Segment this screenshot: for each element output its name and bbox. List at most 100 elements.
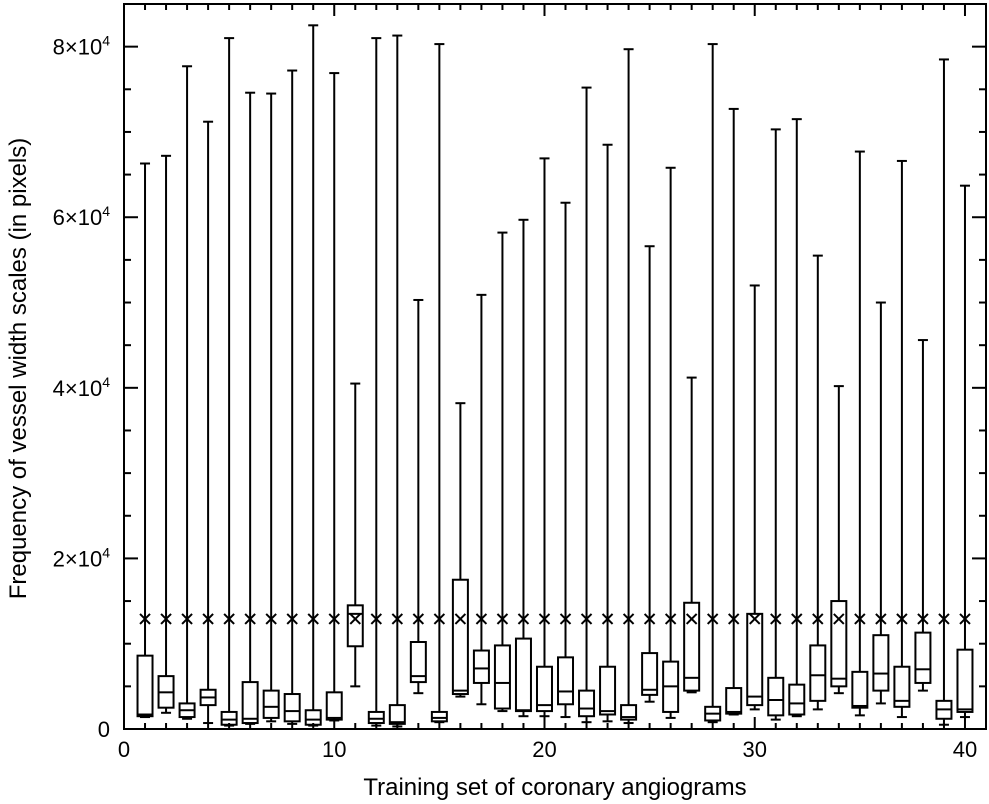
box-iqr [893, 665, 911, 708]
y-tick-label: 6×104 [53, 203, 111, 230]
box-iqr [914, 631, 932, 684]
box-6 [241, 91, 259, 725]
box-iqr [809, 644, 827, 702]
plot-frame [123, 3, 987, 730]
box-32 [788, 118, 806, 718]
box-iqr [514, 637, 532, 713]
box-22 [578, 86, 596, 724]
box-iqr [557, 656, 575, 706]
mean-marker [391, 613, 404, 625]
mean-marker [139, 613, 151, 625]
mean-marker [181, 613, 193, 625]
box-26 [662, 166, 680, 719]
box-iqr [409, 641, 427, 684]
box-39 [935, 58, 953, 726]
box-iqr [830, 600, 848, 688]
box-23 [599, 143, 617, 723]
box-iqr [430, 710, 448, 723]
box-8 [283, 69, 301, 725]
box-14 [409, 298, 427, 695]
box-iqr [493, 644, 511, 710]
mean-marker [370, 613, 382, 625]
mean-marker [917, 613, 929, 625]
box-33 [809, 254, 827, 711]
mean-marker [412, 613, 425, 625]
box-18 [493, 231, 511, 713]
mean-marker [328, 613, 340, 625]
mean-marker [223, 613, 235, 625]
box-iqr [599, 665, 617, 716]
box-9 [304, 24, 322, 727]
mean-marker [706, 613, 719, 625]
x-tick-label: 30 [742, 737, 766, 762]
mean-marker [496, 613, 509, 625]
box-iqr [683, 601, 701, 692]
mean-marker [728, 613, 740, 625]
y-tick-label: 0 [98, 717, 110, 742]
box-iqr [788, 683, 806, 716]
box-27 [683, 376, 701, 694]
box-iqr [220, 710, 238, 726]
box-iqr [241, 681, 259, 725]
box-28 [704, 43, 722, 724]
box-5 [220, 37, 238, 727]
mean-marker [622, 613, 635, 625]
box-21 [557, 201, 575, 719]
box-37 [893, 159, 911, 719]
box-10 [325, 72, 343, 722]
mean-marker [854, 613, 866, 625]
x-tick-label: 0 [118, 737, 130, 762]
box-iqr [535, 665, 553, 713]
box-iqr [872, 634, 890, 692]
box-iqr [725, 687, 743, 715]
box-iqr [346, 604, 364, 648]
box-15 [430, 43, 448, 724]
box-iqr [262, 689, 280, 719]
box-iqr [641, 652, 659, 696]
mean-marker [643, 613, 656, 625]
mean-marker [265, 613, 277, 625]
mean-marker [202, 613, 214, 625]
mean-marker [475, 613, 488, 625]
box-2 [157, 154, 175, 714]
x-tick-label: 20 [532, 737, 556, 762]
mean-marker [517, 613, 530, 625]
plot-layer [136, 24, 974, 728]
box-iqr [620, 704, 638, 721]
mean-marker [833, 613, 845, 625]
box-17 [472, 293, 490, 706]
axes-layer [123, 3, 987, 730]
box-iqr [451, 578, 469, 696]
box-1 [136, 162, 154, 719]
box-36 [872, 301, 890, 705]
box-iqr [304, 709, 322, 726]
mean-marker [160, 613, 172, 625]
box-38 [914, 339, 932, 692]
box-25 [641, 245, 659, 703]
y-tick-label: 8×104 [53, 33, 111, 60]
box-iqr [851, 670, 869, 709]
mean-marker [580, 613, 593, 625]
box-20 [535, 157, 553, 718]
mean-marker [875, 613, 887, 625]
mean-marker [896, 613, 908, 625]
mean-marker [286, 613, 298, 625]
y-axis-label: Frequency of vessel width scales (in pix… [5, 138, 32, 600]
box-iqr [325, 691, 343, 721]
y-tick-label: 4×104 [53, 374, 111, 401]
mean-marker [244, 613, 256, 625]
box-13 [388, 34, 406, 728]
mean-marker [791, 613, 803, 625]
box-3 [178, 65, 196, 720]
mean-marker [959, 613, 971, 625]
box-iqr [136, 654, 154, 718]
box-iqr [578, 689, 596, 718]
mean-marker [538, 613, 551, 625]
box-35 [851, 150, 869, 717]
box-4 [199, 120, 217, 725]
box-iqr [283, 693, 301, 723]
mean-marker [685, 613, 698, 625]
box-12 [367, 37, 385, 727]
box-iqr [956, 648, 974, 713]
